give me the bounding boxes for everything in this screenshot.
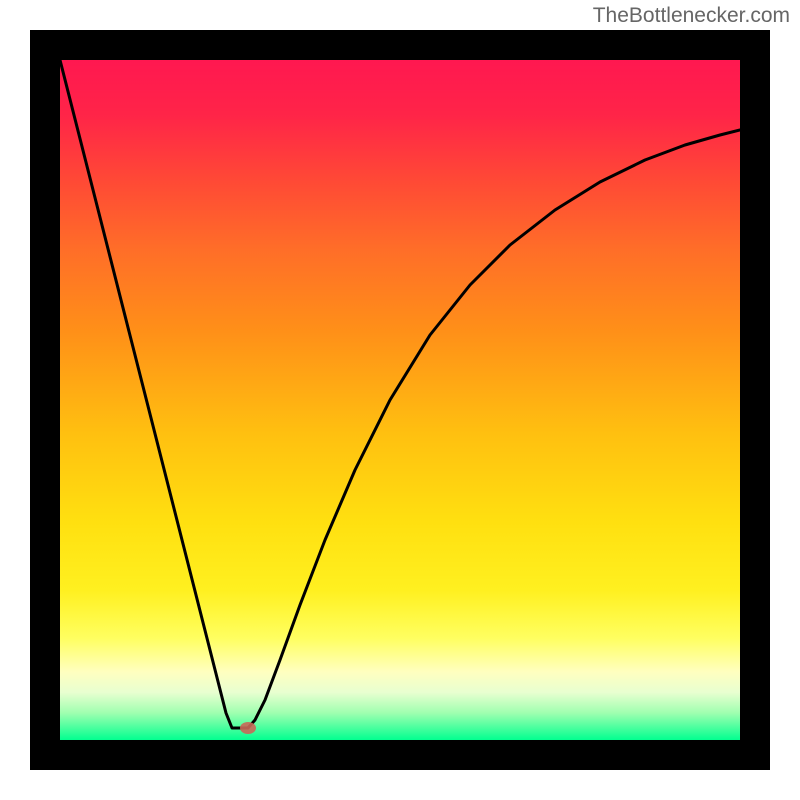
chart-container: TheBottlenecker.com — [0, 0, 800, 800]
gradient-background — [60, 60, 740, 740]
plot-frame — [30, 30, 770, 770]
watermark-text: TheBottlenecker.com — [593, 4, 790, 28]
